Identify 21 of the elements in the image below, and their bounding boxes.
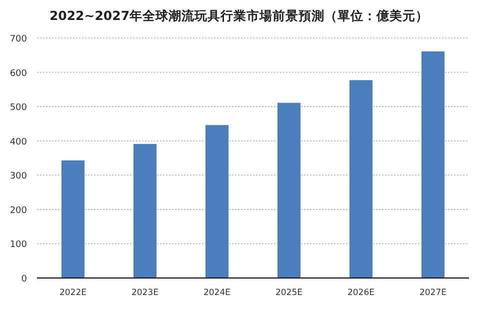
bar (421, 51, 445, 278)
y-tick-label: 300 (10, 172, 28, 182)
x-tick-label: 2024E (203, 288, 231, 298)
y-tick-label: 200 (10, 206, 28, 216)
bar (277, 102, 301, 278)
y-tick-label: 600 (10, 68, 28, 79)
x-tick-label: 2022E (59, 288, 87, 298)
y-tick-label: 700 (10, 34, 28, 44)
chart-title: 2022~2027年全球潮流玩具行業市場前景預測（單位：億美元） (49, 8, 429, 23)
x-tick-label: 2023E (131, 288, 159, 298)
x-tick-label: 2025E (275, 288, 303, 298)
bar (133, 144, 157, 278)
bar (61, 160, 85, 278)
x-tick-label: 2027E (419, 288, 447, 298)
bar (349, 80, 373, 278)
bar (205, 125, 229, 278)
y-tick-label: 400 (10, 137, 28, 148)
y-tick-label: 100 (10, 240, 28, 250)
y-tick-label: 500 (10, 103, 28, 114)
y-tick-label: 0 (21, 274, 28, 284)
x-tick-label: 2026E (347, 288, 375, 298)
